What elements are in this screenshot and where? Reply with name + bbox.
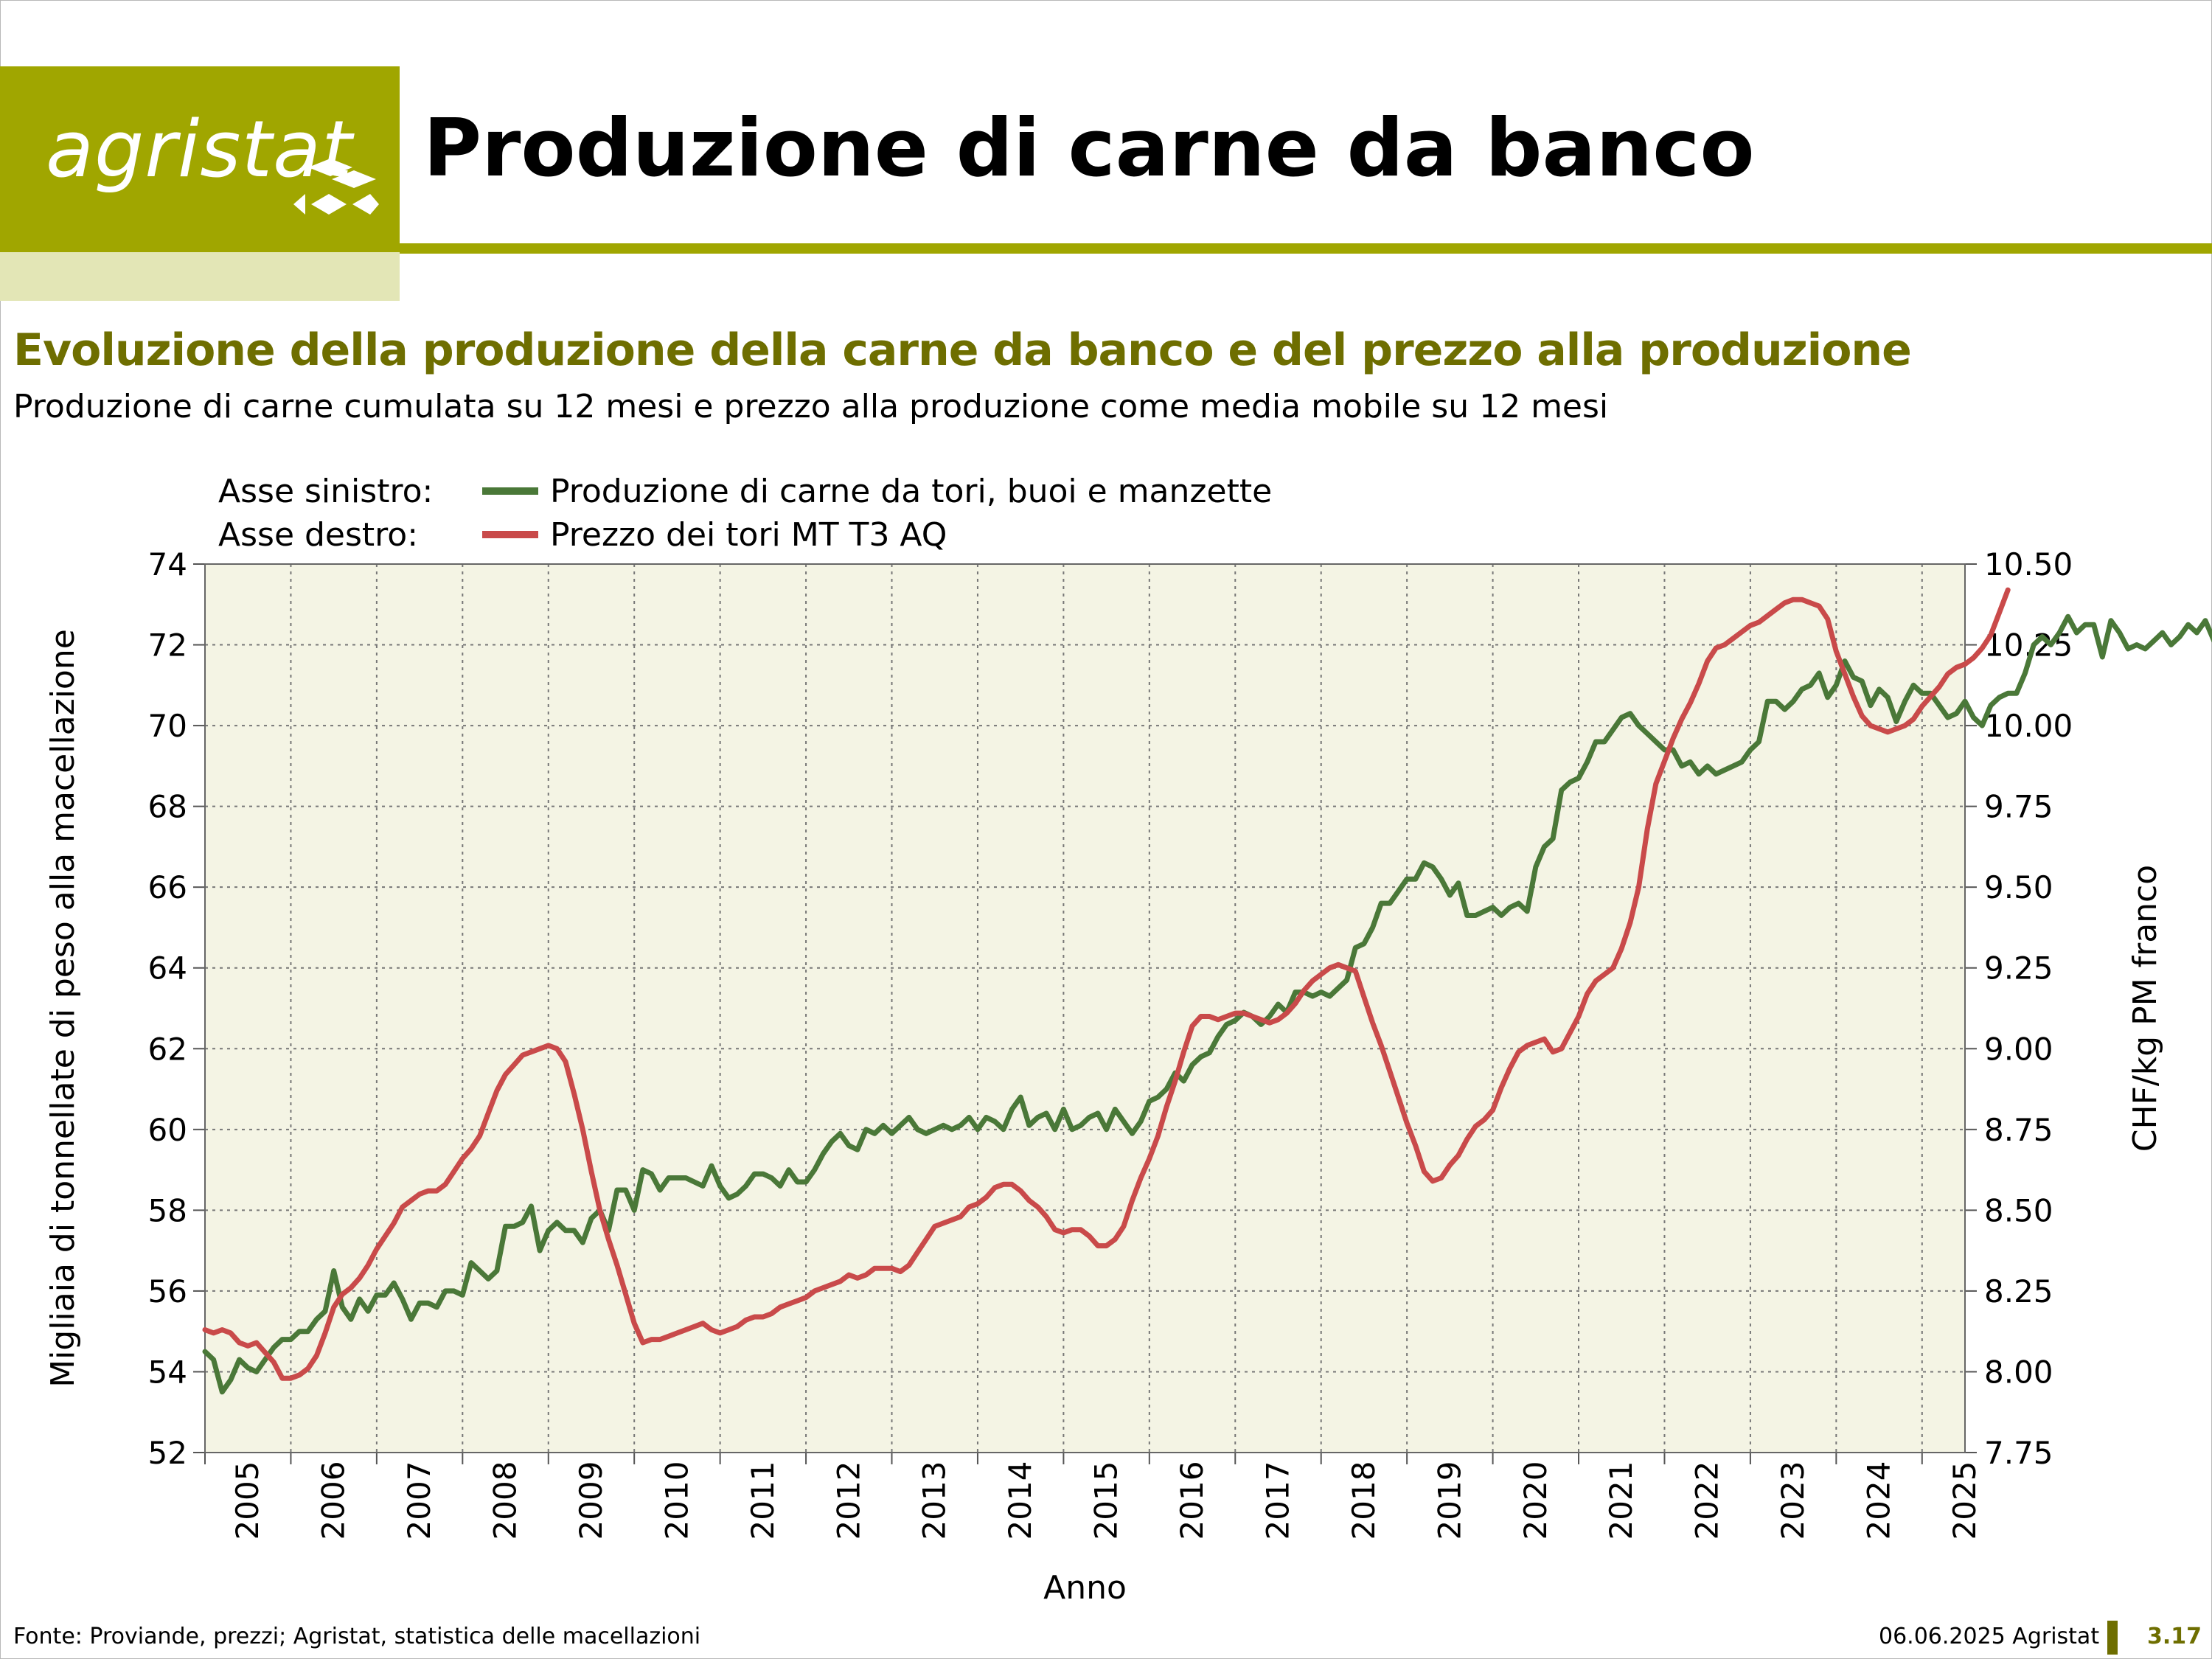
series-line-production xyxy=(202,613,2212,1395)
left-axis-tick-label: 56 xyxy=(148,1273,187,1310)
brand-logo-panel xyxy=(0,66,400,252)
left-axis-tick-label: 68 xyxy=(148,789,187,825)
chart-svg: 52 54 56 58 60 62 64 66 68 70 72 74 7.75 8.00 8.25 8.50… xyxy=(44,473,2212,1607)
x-axis-tick-label: 2008 xyxy=(487,1461,524,1540)
legend-label-production: Produzione di carne da tori, buoi e manz… xyxy=(550,473,1272,510)
x-axis-tick-label: 2011 xyxy=(745,1461,781,1540)
right-axis-tick-label: 8.00 xyxy=(1984,1354,2053,1390)
x-axis-tick-label: 2005 xyxy=(229,1461,265,1540)
x-axis-tick-label: 2022 xyxy=(1689,1461,1725,1540)
x-axis-tick-label: 2009 xyxy=(573,1461,609,1540)
right-axis-tick-label: 8.25 xyxy=(1984,1273,2053,1310)
right-axis-tick-label: 8.50 xyxy=(1984,1192,2053,1228)
left-axis-tick-label: 58 xyxy=(148,1192,187,1228)
x-axis-tick-label: 2020 xyxy=(1517,1461,1554,1540)
right-axis-tick-label: 8.75 xyxy=(1984,1112,2053,1148)
left-axis-tick-label: 74 xyxy=(148,546,187,582)
brand-logo-underlay xyxy=(0,252,400,301)
right-axis-title: CHF/kg PM franco xyxy=(2126,865,2164,1152)
page-title: Produzione di carne da banco xyxy=(423,102,1755,195)
left-axis-tick-label: 72 xyxy=(148,627,187,664)
legend-right-axis-label: Asse destro: xyxy=(218,516,418,554)
left-axis-tick-label: 70 xyxy=(148,708,187,744)
footer-date: 06.06.2025 Agristat xyxy=(1879,1624,2100,1649)
legend-left-axis-label: Asse sinistro: xyxy=(218,473,433,510)
left-axis-tick-label: 64 xyxy=(148,950,187,987)
x-axis-tick-label: 2025 xyxy=(1947,1461,1983,1540)
left-axis-tick-label: 60 xyxy=(148,1112,187,1148)
footer-source: Fonte: Proviande, prezzi; Agristat, stat… xyxy=(13,1624,701,1649)
plot-background xyxy=(205,564,1965,1453)
series-line-price xyxy=(202,587,2011,1381)
x-axis-tick-label: 2023 xyxy=(1775,1461,1811,1540)
x-axis-tick-label: 2010 xyxy=(658,1461,695,1540)
x-axis-tick-label: 2015 xyxy=(1088,1461,1124,1540)
chart-subtitle: Produzione di carne cumulata su 12 mesi … xyxy=(13,388,1609,425)
x-axis-tick-label: 2017 xyxy=(1259,1461,1295,1540)
x-axis-title: Anno xyxy=(1043,1569,1127,1607)
right-axis-tick-label: 9.25 xyxy=(1984,950,2053,987)
left-axis-tick-label: 66 xyxy=(148,869,187,905)
brand-logo-text: agristat xyxy=(46,104,353,195)
footer-divider xyxy=(2107,1621,2118,1655)
plot-border xyxy=(204,563,1966,1453)
legend-label-price: Prezzo dei tori MT T3 AQ xyxy=(550,516,947,554)
brand-logo-icon xyxy=(293,159,379,215)
left-axis-tick-label: 52 xyxy=(148,1435,187,1471)
x-axis-tick-label: 2007 xyxy=(401,1461,437,1540)
x-axis-tick-label: 2016 xyxy=(1174,1461,1210,1540)
header-rule xyxy=(400,243,2212,254)
x-axis-tick-label: 2018 xyxy=(1346,1461,1382,1540)
x-axis-tick-label: 2013 xyxy=(917,1461,953,1540)
left-axis-title: Migliaia di tonnellate di peso alla mace… xyxy=(44,629,82,1388)
x-axis-tick-label: 2021 xyxy=(1603,1461,1639,1540)
x-axis-tick-label: 2019 xyxy=(1431,1461,1467,1540)
x-axis-tick-label: 2006 xyxy=(316,1461,352,1540)
right-axis-tick-label: 10.00 xyxy=(1984,708,2073,744)
right-axis-tick-label: 9.50 xyxy=(1984,869,2053,905)
x-axis-tick-label: 2024 xyxy=(1861,1461,1897,1540)
x-axis-tick-label: 2012 xyxy=(830,1461,866,1540)
chart-title: Evoluzione della produzione della carne … xyxy=(13,324,1912,376)
right-axis-tick-label: 9.00 xyxy=(1984,1031,2053,1067)
x-axis-tick-label: 2014 xyxy=(1002,1461,1038,1540)
right-axis-tick-label: 9.75 xyxy=(1984,789,2053,825)
right-axis-tick-label: 10.50 xyxy=(1984,546,2073,582)
right-axis-tick-label: 7.75 xyxy=(1984,1435,2053,1471)
left-axis-tick-label: 54 xyxy=(148,1354,187,1390)
left-axis-tick-label: 62 xyxy=(148,1031,187,1067)
footer-page-number: 3.17 xyxy=(2147,1624,2202,1649)
